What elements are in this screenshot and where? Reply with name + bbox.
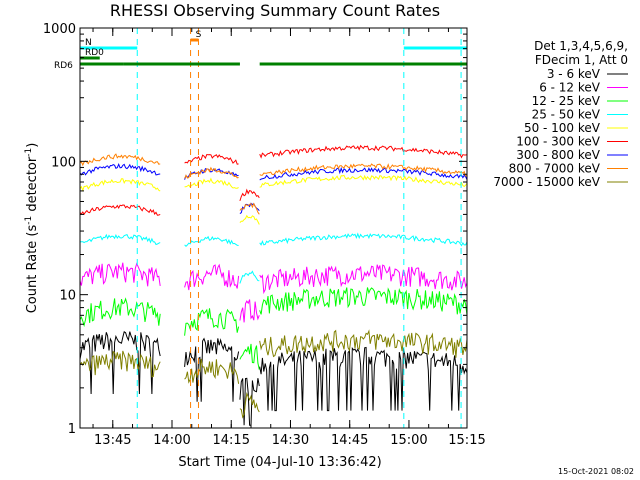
series-line	[79, 144, 468, 216]
series-line	[79, 329, 468, 419]
legend-entry-label: 6 - 12 keV	[539, 81, 601, 95]
flag-label: RD0	[85, 48, 104, 58]
legend-entry-label: 25 - 50 keV	[532, 108, 601, 122]
x-tick-label: 14:30	[272, 433, 309, 448]
chart-title: RHESSI Observing Summary Count Rates	[110, 1, 440, 20]
legend-entry-label: 50 - 100 keV	[524, 121, 601, 135]
legend: Det 1,3,4,5,6,9, FDecim 1, Att 0 3 - 6 k…	[493, 39, 628, 189]
flag-label: N	[85, 38, 92, 48]
series-layer	[79, 144, 468, 426]
y-tick-label: 100	[51, 155, 76, 170]
legend-entry-label: 100 - 300 keV	[516, 135, 600, 149]
x-tick-label: 15:15	[448, 433, 485, 448]
y-tick-label: 10	[59, 289, 76, 304]
legend-entry-label: 800 - 7000 keV	[509, 162, 601, 176]
axis-layer: 1 10 100 1000 13:45 14:00 14:15 14:30 14:45 15:00…	[43, 22, 486, 448]
x-tick-label: 14:15	[213, 433, 250, 448]
x-tick-label: 14:00	[153, 433, 190, 448]
legend-entry-label: 7000 - 15000 keV	[493, 175, 600, 189]
legend-header-line-1: Det 1,3,4,5,6,9,	[534, 39, 628, 53]
legend-entry-label: 300 - 800 keV	[516, 148, 600, 162]
y-axis-label: Count Rate (s-1 detector-1)	[24, 143, 40, 314]
y-tick-label: 1	[68, 422, 76, 437]
series-line	[79, 153, 467, 215]
series-line	[79, 232, 468, 284]
x-tick-label: 13:45	[94, 433, 131, 448]
marker-layer	[136, 28, 462, 428]
flag-label: S	[196, 30, 202, 40]
flag-label: RD6	[54, 61, 73, 71]
series-line	[79, 162, 468, 215]
x-tick-label: 15:00	[390, 433, 427, 448]
y-tick-label: 1000	[43, 22, 76, 37]
series-line	[79, 287, 468, 370]
x-tick-label: 14:45	[331, 433, 368, 448]
plot-frame	[79, 27, 468, 429]
series-line	[79, 331, 468, 426]
x-axis-label: Start Time (04-Jul-10 13:36:42)	[178, 455, 381, 470]
footer-date: 15-Oct-2021 08:02	[558, 467, 634, 476]
legend-entry-label: 12 - 25 keV	[532, 94, 601, 108]
flag-layer: N S RD0 RD6	[54, 30, 467, 71]
legend-header-line-2: FDecim 1, Att 0	[535, 53, 628, 67]
series-line	[79, 174, 468, 225]
legend-entry-label: 3 - 6 keV	[547, 67, 601, 81]
series-line	[79, 262, 468, 323]
